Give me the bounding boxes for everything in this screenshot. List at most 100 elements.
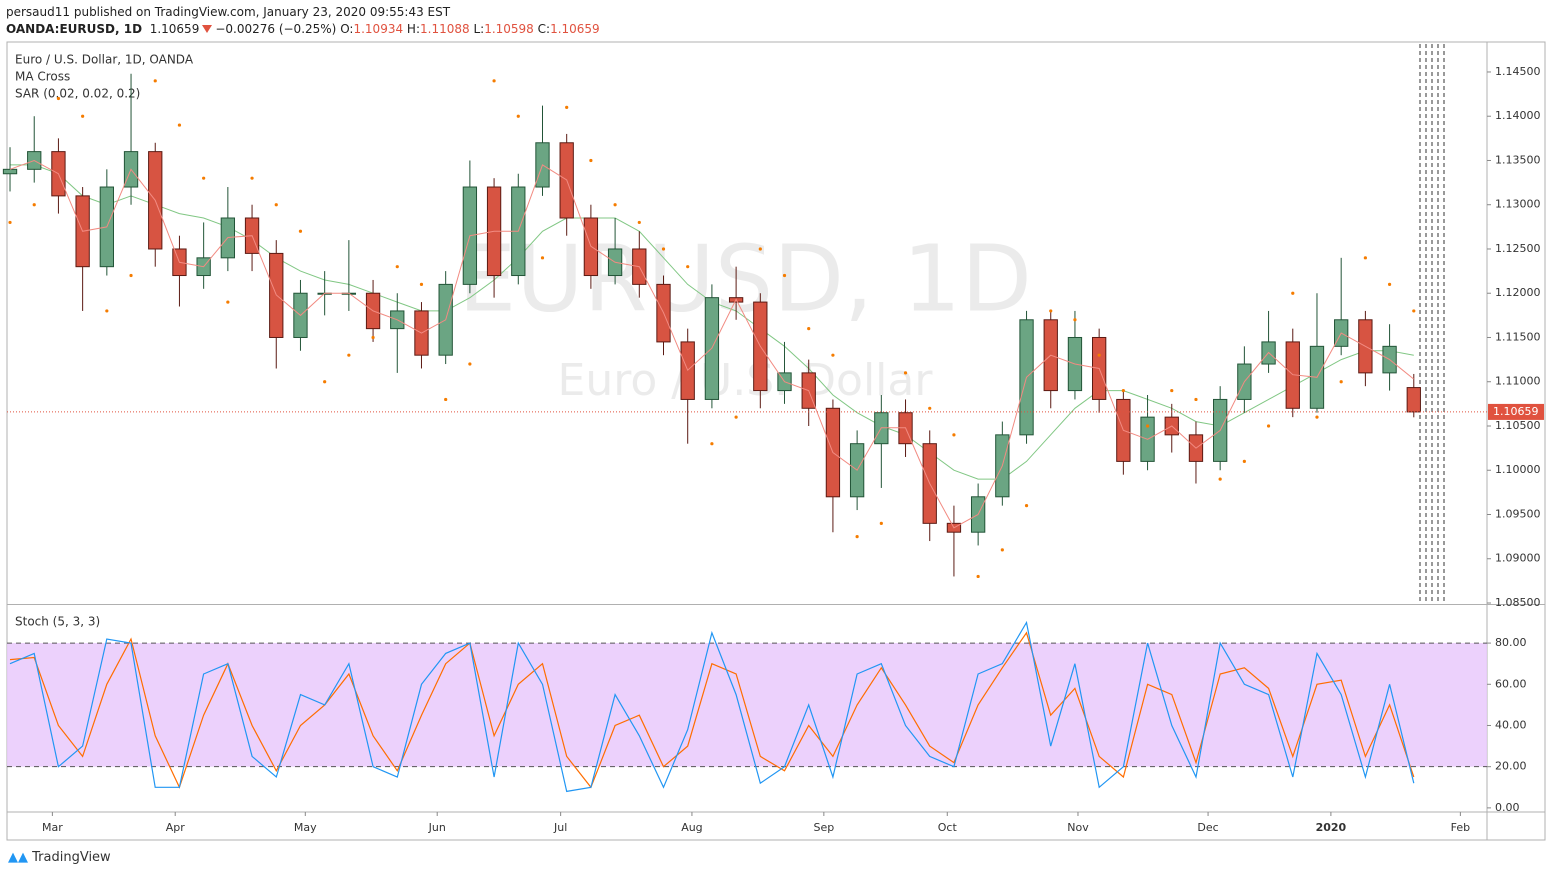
frame bbox=[6, 41, 1546, 841]
logo: ▲▲ bbox=[8, 850, 28, 865]
sar-dot bbox=[1291, 291, 1295, 295]
last-price-label: 1.10659 bbox=[1493, 405, 1539, 418]
y-tick-label: 1.14000 bbox=[1495, 109, 1541, 122]
sar-dot bbox=[468, 362, 472, 366]
sar-dot bbox=[928, 406, 932, 410]
y-tick-label: 1.09000 bbox=[1495, 552, 1541, 565]
sar-dot bbox=[81, 114, 85, 118]
sar-dot bbox=[153, 79, 157, 83]
ohlc-label: C: bbox=[537, 22, 551, 36]
sar-dot bbox=[589, 158, 593, 163]
sar-dot bbox=[1266, 424, 1271, 428]
y-tick-label: 1.09500 bbox=[1495, 507, 1541, 520]
x-tick-label: Nov bbox=[1067, 821, 1089, 834]
footer: ▲▲ TradingView bbox=[8, 850, 111, 865]
sar-dot bbox=[8, 220, 12, 225]
stoch-band bbox=[7, 643, 1487, 767]
y-tick-label: 1.13000 bbox=[1495, 198, 1541, 211]
ohlc-label: O: bbox=[340, 22, 354, 36]
byline: persaud11 published on TradingView.com, … bbox=[6, 5, 451, 19]
x-tick-label: Feb bbox=[1451, 821, 1470, 834]
x-tick-label: Aug bbox=[681, 821, 702, 834]
last-price-box bbox=[1488, 403, 1544, 420]
sar-dot bbox=[516, 114, 520, 118]
sar-dot bbox=[419, 282, 424, 286]
sar-dot bbox=[734, 415, 738, 419]
sar-dot bbox=[1121, 388, 1125, 393]
sar-dot bbox=[395, 265, 399, 269]
close-value: 1.10659 bbox=[550, 22, 600, 36]
y-tick-label: 1.08500 bbox=[1495, 596, 1541, 609]
brand: TradingView bbox=[32, 850, 111, 865]
sar-dot bbox=[613, 203, 617, 207]
x-tick-label: Jul bbox=[553, 821, 567, 834]
high-value: 1.11088 bbox=[420, 22, 470, 36]
sar-dot bbox=[782, 273, 787, 278]
y-tick-label: 1.12000 bbox=[1495, 286, 1541, 299]
sar-dot bbox=[492, 79, 496, 83]
sar-dot bbox=[879, 521, 883, 525]
sar-dot bbox=[903, 371, 908, 375]
y-tick-label: 20.00 bbox=[1495, 760, 1527, 773]
x-tick-label: Jun bbox=[428, 821, 446, 834]
open-value: 1.10934 bbox=[353, 22, 404, 36]
sar-dot bbox=[807, 327, 811, 331]
legend-indicator: SAR (0.02, 0.02, 0.2) bbox=[15, 87, 140, 101]
sar-dot bbox=[758, 247, 762, 251]
y-tick-label: 1.10000 bbox=[1495, 463, 1541, 476]
sar-dot bbox=[976, 574, 980, 579]
last-price: 1.10659 bbox=[149, 22, 200, 36]
stoch-line bbox=[9, 620, 1415, 793]
sar-dot bbox=[637, 220, 641, 225]
y-tick-label: 60.00 bbox=[1495, 677, 1527, 690]
down-arrow bbox=[202, 25, 213, 33]
sar-dot bbox=[274, 203, 278, 207]
symbol: OANDA:EURUSD, 1D bbox=[6, 22, 143, 36]
sar-dot bbox=[250, 176, 254, 180]
ohlc-label: H: bbox=[406, 22, 420, 36]
sar-dot bbox=[1073, 318, 1077, 322]
low-value: 1.10598 bbox=[484, 22, 534, 36]
sar-dot bbox=[202, 176, 206, 180]
sar-dot bbox=[1315, 415, 1319, 419]
sar-dot bbox=[298, 229, 303, 233]
change: −0.00276 (−0.25%) bbox=[215, 22, 337, 36]
y-tick-label: 80.00 bbox=[1495, 636, 1527, 649]
ma-fast bbox=[9, 159, 1415, 529]
sar-dot bbox=[323, 380, 327, 384]
y-tick-label: 0.00 bbox=[1495, 801, 1520, 814]
x-tick-label: Mar bbox=[42, 821, 63, 834]
header: persaud11 published on TradingView.com, … bbox=[6, 4, 600, 38]
legend-symbol: Euro / U.S. Dollar, 1D, OANDA bbox=[15, 53, 194, 67]
sar-dot bbox=[1049, 309, 1053, 313]
y-tick-label: 1.10500 bbox=[1495, 419, 1541, 432]
sar-dot bbox=[1218, 477, 1222, 481]
x-tick-label: Sep bbox=[813, 821, 834, 834]
sar-dot bbox=[444, 397, 448, 402]
ohlc-label: L: bbox=[473, 22, 485, 36]
sar-dot bbox=[952, 433, 956, 437]
x-tick-label: Oct bbox=[938, 821, 958, 834]
sar-dot bbox=[347, 353, 351, 357]
y-tick-label: 1.13500 bbox=[1495, 153, 1541, 166]
candle-body bbox=[2, 168, 18, 175]
sar-dot bbox=[32, 203, 36, 207]
quote-line: OANDA:EURUSD, 1D 1.10659 −0.00276 (−0.25%… bbox=[6, 21, 600, 38]
sar-dot bbox=[1024, 504, 1029, 508]
sar-dot bbox=[1145, 424, 1150, 428]
sar-dot bbox=[129, 273, 133, 278]
sar-dot bbox=[1097, 353, 1101, 357]
sar-dot bbox=[1242, 459, 1246, 463]
legend-indicator: MA Cross bbox=[15, 70, 70, 84]
stoch-line bbox=[9, 631, 1415, 789]
session-lines bbox=[1419, 44, 1445, 603]
y-tick-label: 1.14500 bbox=[1495, 65, 1541, 78]
sar-dot bbox=[1194, 397, 1198, 402]
y-tick-label: 1.11500 bbox=[1495, 330, 1541, 343]
sar-dot bbox=[177, 123, 182, 127]
sar-dot bbox=[855, 535, 859, 539]
sar-dot bbox=[710, 442, 714, 446]
sar-dot bbox=[1339, 380, 1343, 384]
sar-dot bbox=[540, 256, 545, 260]
candle-body bbox=[1406, 387, 1421, 413]
